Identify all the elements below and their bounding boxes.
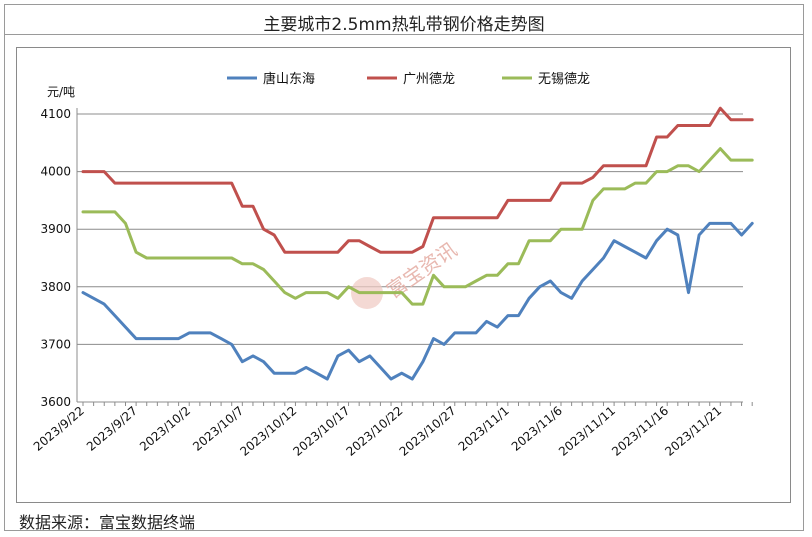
title-bar: 主要城市2.5mm热轧带钢价格走势图 — [5, 5, 803, 35]
series-lines — [81, 106, 754, 381]
x-tick-label: 2023/10/17 — [290, 404, 352, 459]
y-tick-label: 4000 — [40, 165, 71, 179]
legend-label-3: 无锡德龙 — [538, 72, 590, 87]
x-tick-label: 2023/10/27 — [397, 404, 459, 459]
series-line-3 — [81, 147, 754, 306]
chart-frame: 主要城市2.5mm热轧带钢价格走势图 富宝资讯 3600 3700 3800 3900… — [4, 4, 804, 532]
x-tick-label: 2023/9/22 — [31, 404, 87, 454]
x-tick-label: 2023/10/22 — [344, 404, 406, 459]
line-chart: 富宝资讯 360037003800390040004100元/吨2023/9/2… — [31, 71, 754, 459]
y-tick-label: 4100 — [40, 107, 71, 121]
x-tick-label: 2023/10/2 — [137, 404, 193, 454]
y-axis-unit-label: 元/吨 — [47, 85, 75, 99]
x-tick-label: 2023/11/16 — [609, 404, 671, 459]
x-tick-label: 2023/10/7 — [190, 404, 246, 454]
y-tick-label: 3900 — [40, 222, 71, 236]
x-tick-label: 2023/11/11 — [556, 404, 618, 459]
x-tick-label: 2023/11/21 — [662, 404, 724, 459]
legend: 唐山东海 广州德龙 无锡德龙 — [227, 71, 590, 87]
x-tick-label: 2023/9/27 — [84, 404, 140, 454]
legend-label-2: 广州德龙 — [403, 72, 455, 87]
series-line-2 — [81, 106, 754, 254]
series-line-1 — [81, 221, 754, 381]
x-tick-label: 2023/11/6 — [509, 404, 565, 454]
legend-label-1: 唐山东海 — [263, 71, 315, 87]
data-source-note: 数据来源：富宝数据终端 — [19, 513, 196, 532]
grid-lines — [77, 113, 743, 403]
y-tick-label: 3800 — [40, 280, 71, 294]
chart-area: 富宝资讯 3600 3700 3800 3900 4000 4100 元/吨 2023/9/2… — [16, 47, 791, 503]
page-title: 主要城市2.5mm热轧带钢价格走势图 — [263, 15, 545, 35]
x-tick-label: 2023/10/12 — [237, 404, 299, 459]
axes: 360037003800390040004100元/吨2023/9/222023… — [31, 85, 753, 459]
y-tick-label: 3600 — [40, 395, 71, 409]
y-tick-label: 3700 — [40, 337, 71, 351]
x-tick-label: 2023/11/1 — [456, 404, 512, 454]
